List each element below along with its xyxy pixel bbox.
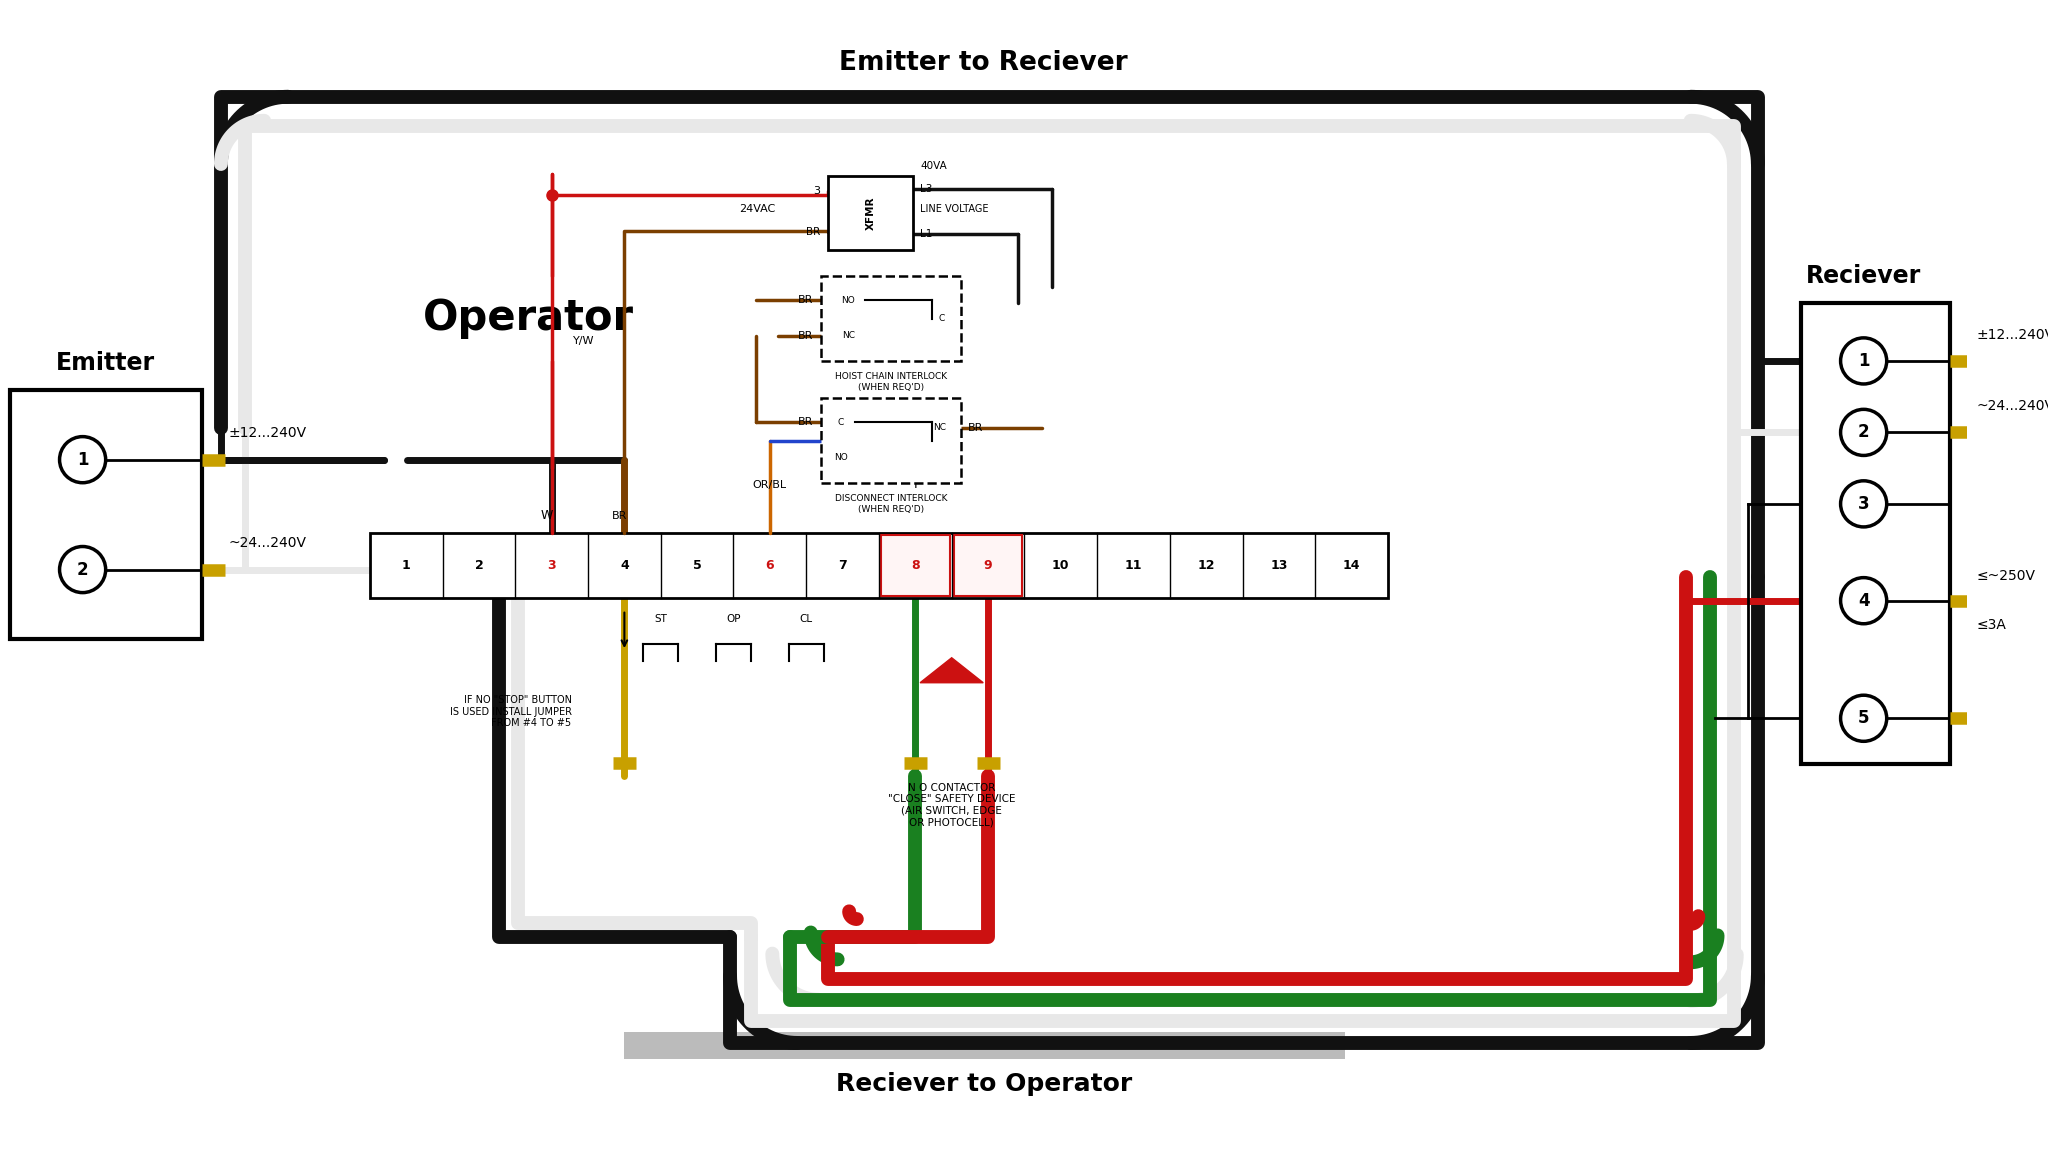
Text: ~24...240V: ~24...240V <box>1976 399 2048 413</box>
Text: 1: 1 <box>1858 352 1870 370</box>
Text: NO: NO <box>834 454 848 462</box>
Text: OR/BL: OR/BL <box>754 480 786 489</box>
Text: ≤3A: ≤3A <box>1976 618 2007 632</box>
Polygon shape <box>920 657 983 683</box>
Circle shape <box>1841 695 1886 742</box>
Text: ~24...240V: ~24...240V <box>229 537 307 551</box>
Text: N O CONTACTOR
"CLOSE" SAFETY DEVICE
(AIR SWITCH, EDGE
OR PHOTOCELL): N O CONTACTOR "CLOSE" SAFETY DEVICE (AIR… <box>889 782 1016 827</box>
Text: BR: BR <box>799 295 813 305</box>
Text: NC: NC <box>842 331 854 340</box>
Text: C: C <box>838 418 844 427</box>
FancyBboxPatch shape <box>821 277 961 361</box>
Text: L1: L1 <box>920 229 932 239</box>
Text: IF NO "STOP" BUTTON
IS USED INSTALL JUMPER
FROM #4 TO #5: IF NO "STOP" BUTTON IS USED INSTALL JUMP… <box>451 695 571 728</box>
Text: Emitter to Reciever: Emitter to Reciever <box>840 50 1128 76</box>
FancyBboxPatch shape <box>371 533 1389 598</box>
Text: DISCONNECT INTERLOCK
(WHEN REQ'D): DISCONNECT INTERLOCK (WHEN REQ'D) <box>836 494 948 514</box>
Text: BR: BR <box>799 331 813 340</box>
Text: LINE VOLTAGE: LINE VOLTAGE <box>920 205 989 214</box>
Text: 5: 5 <box>1858 709 1870 728</box>
Text: BR: BR <box>799 417 813 427</box>
Text: 2: 2 <box>1858 423 1870 441</box>
FancyBboxPatch shape <box>821 398 961 482</box>
Text: 9: 9 <box>983 559 993 572</box>
Text: BR: BR <box>807 227 821 237</box>
Text: 6: 6 <box>766 559 774 572</box>
Text: 3: 3 <box>813 185 821 196</box>
FancyBboxPatch shape <box>10 390 201 640</box>
Text: 3: 3 <box>547 559 555 572</box>
Circle shape <box>59 436 106 482</box>
FancyBboxPatch shape <box>827 176 913 250</box>
Text: 5: 5 <box>692 559 702 572</box>
Text: XFMR: XFMR <box>866 197 874 230</box>
Circle shape <box>1841 481 1886 526</box>
Text: BR: BR <box>612 510 627 521</box>
Text: 2: 2 <box>475 559 483 572</box>
Text: 4: 4 <box>621 559 629 572</box>
Circle shape <box>1841 338 1886 384</box>
Text: ≤~250V: ≤~250V <box>1976 569 2036 583</box>
Circle shape <box>1841 410 1886 456</box>
Text: Y: Y <box>911 478 920 492</box>
Text: ±12...240V: ±12...240V <box>229 427 307 441</box>
Text: 14: 14 <box>1343 559 1360 572</box>
Text: W: W <box>541 509 553 522</box>
Text: NO: NO <box>842 295 856 304</box>
Text: 1: 1 <box>401 559 410 572</box>
FancyBboxPatch shape <box>1800 303 1950 765</box>
Text: 4: 4 <box>1858 591 1870 610</box>
Text: 10: 10 <box>1053 559 1069 572</box>
Text: 2: 2 <box>76 560 88 578</box>
Text: C: C <box>938 315 944 323</box>
Text: 12: 12 <box>1198 559 1214 572</box>
Text: CL: CL <box>799 614 813 625</box>
Text: Operator: Operator <box>422 296 633 339</box>
Text: 8: 8 <box>911 559 920 572</box>
Text: 7: 7 <box>838 559 848 572</box>
Text: L3: L3 <box>920 184 932 194</box>
Text: 11: 11 <box>1124 559 1143 572</box>
Text: Reciever to Operator: Reciever to Operator <box>836 1073 1133 1096</box>
Text: NC: NC <box>934 423 946 433</box>
Circle shape <box>1841 577 1886 624</box>
FancyBboxPatch shape <box>625 1032 1346 1060</box>
Text: BR: BR <box>969 423 983 433</box>
Text: 3: 3 <box>1858 495 1870 513</box>
FancyBboxPatch shape <box>881 535 950 596</box>
Text: 13: 13 <box>1270 559 1288 572</box>
Text: Y/W: Y/W <box>573 336 594 346</box>
Text: ±12...240V: ±12...240V <box>1976 327 2048 341</box>
Text: 1: 1 <box>78 451 88 469</box>
Text: 24VAC: 24VAC <box>739 205 776 214</box>
Text: 40VA: 40VA <box>920 161 946 171</box>
Circle shape <box>59 546 106 592</box>
Text: Emitter: Emitter <box>55 351 156 375</box>
Text: HOIST CHAIN INTERLOCK
(WHEN REQ'D): HOIST CHAIN INTERLOCK (WHEN REQ'D) <box>836 373 946 392</box>
Text: Reciever: Reciever <box>1806 265 1921 288</box>
FancyBboxPatch shape <box>954 535 1022 596</box>
Text: OP: OP <box>727 614 741 625</box>
Text: ST: ST <box>653 614 668 625</box>
